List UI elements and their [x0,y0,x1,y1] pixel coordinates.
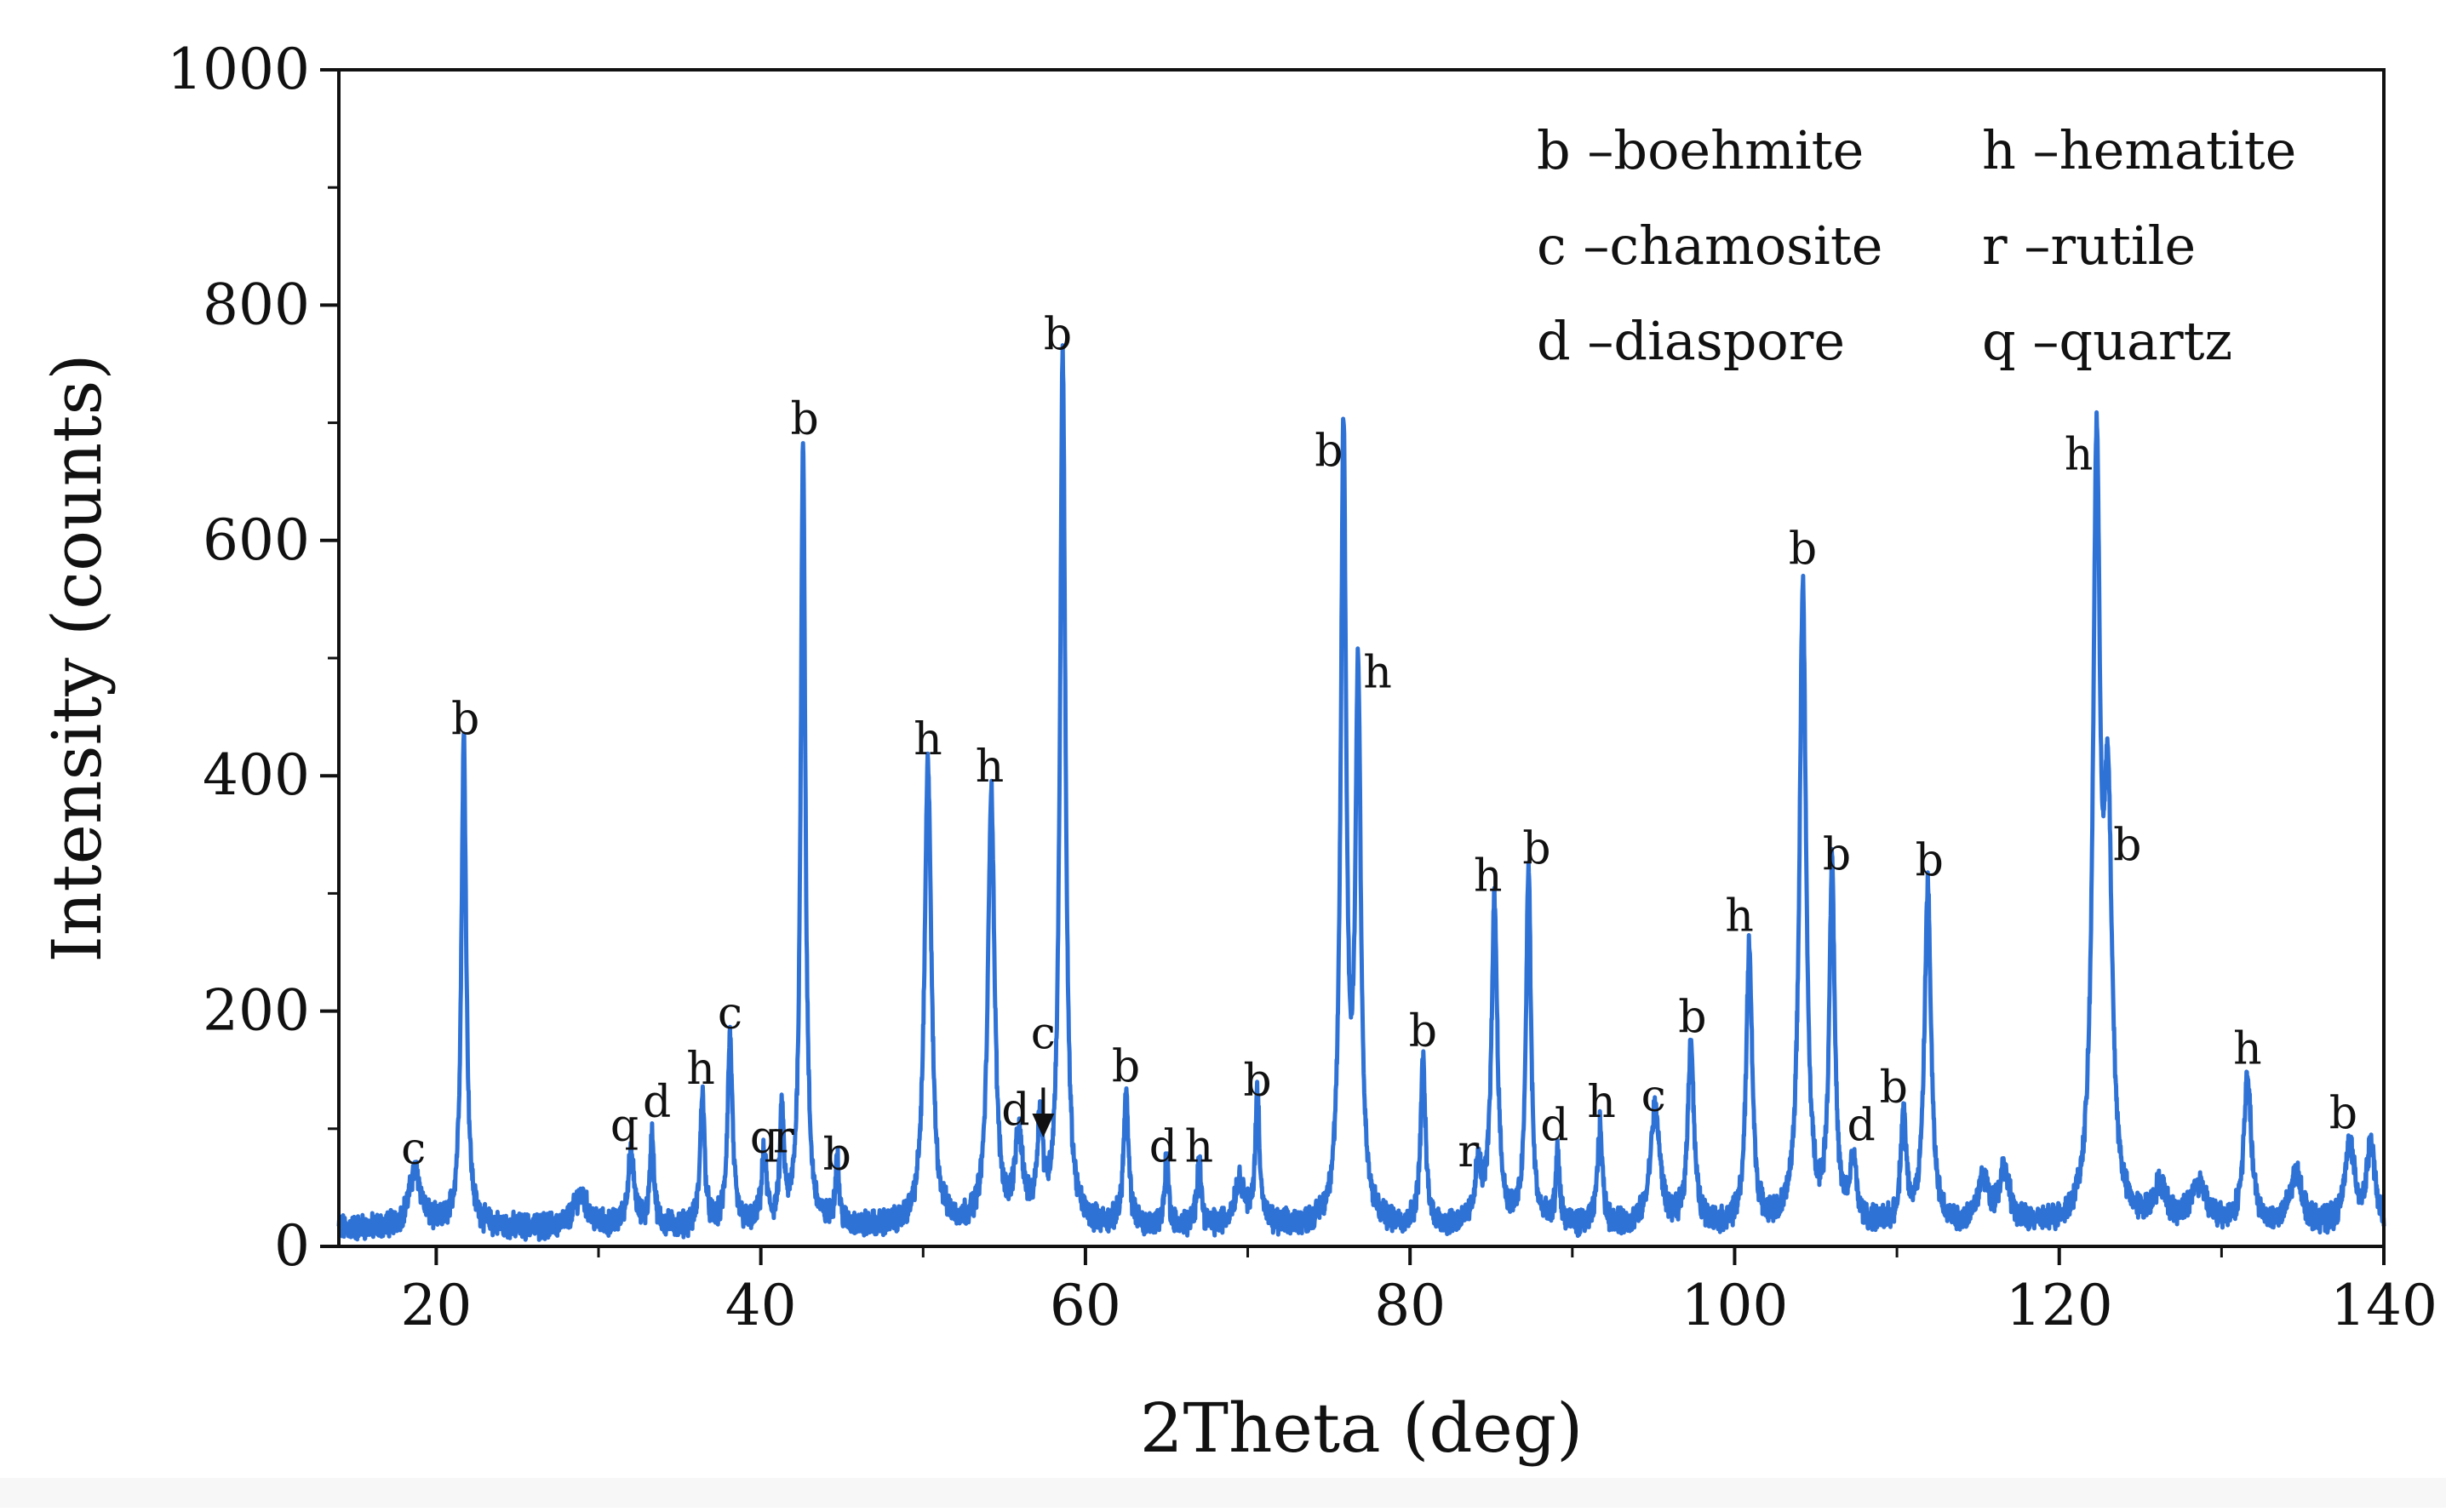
peak-label: c [718,988,742,1040]
peak-label: b [1678,992,1706,1043]
peak-label: r [1458,1126,1479,1177]
peak-label: h [2065,430,2094,481]
legend-entry-boehmite: b –boehmite [1537,119,1864,181]
legend-entry-rutile: r –rutile [1982,215,2196,277]
peak-label: h [914,714,942,765]
peak-label: b [1916,835,1944,886]
series-line-xrd [336,343,2386,1242]
x-tick-label: 40 [725,1273,797,1338]
peak-label: q [750,1112,778,1163]
peak-label: h [686,1044,715,1095]
plot-area [336,343,2386,1242]
peak-label: h [1185,1121,1214,1172]
peak-label: d [1847,1100,1876,1151]
y-tick-label: 600 [203,507,310,573]
peak-label: b [1789,524,1817,575]
peak-label: b [1823,830,1851,881]
peak-label: b [1522,824,1550,875]
peak-label: h [1587,1077,1616,1128]
peak-label: b [2113,821,2141,872]
x-tick-label: 20 [400,1273,472,1338]
peak-label: h [1725,891,1754,942]
peak-label: c [401,1124,426,1175]
x-tick-label: 60 [1050,1273,1121,1338]
peak-label: b [1409,1006,1437,1057]
peak-label: d [1540,1100,1568,1151]
peak-label: r [773,1112,794,1163]
peak-label: b [1112,1041,1140,1092]
y-axis-title: Intensity (counts) [37,353,117,962]
peak-label: h [1363,647,1392,698]
annotation-arrow-head [1032,1113,1055,1137]
legend-entry-hematite: h –hematite [1982,119,2296,181]
x-tick-label: 100 [1681,1273,1788,1338]
x-axis-title: 2Theta (deg) [1140,1389,1584,1468]
y-tick-label: 0 [274,1213,310,1279]
peak-label: q [610,1100,639,1151]
legend: b –boehmite h –hematite c –chamosite r –rut… [1537,119,2296,372]
peak-label: b [1315,427,1343,478]
peak-label: d [1149,1121,1177,1172]
peak-label: b [1880,1062,1908,1114]
peak-label: b [790,394,818,445]
axes: 20 40 60 80 100 120 140 0 200 400 600 800 1000 [167,37,2437,1338]
legend-entry-diaspore: d –diaspore [1537,310,1845,372]
bottom-strip [0,1478,2446,1508]
peak-label: h [1474,850,1503,902]
peak-label: b [2329,1089,2357,1140]
peak-label: b [1243,1056,1271,1107]
y-tick-label: 1000 [167,37,310,102]
y-tick-label: 200 [203,978,310,1044]
y-tick-label: 800 [203,272,310,337]
peak-label: d [643,1077,671,1128]
peak-label: b [1044,310,1072,361]
peak-label: c [1031,1009,1056,1060]
peak-label: c [1641,1071,1666,1122]
peak-label: b [823,1130,851,1181]
x-tick-label: 140 [2330,1273,2437,1338]
legend-entry-chamosite: c –chamosite [1537,215,1882,277]
peak-label: b [451,695,479,746]
legend-entry-quartz: q –quartz [1982,310,2232,372]
y-tick-label: 400 [203,742,310,808]
x-tick-label: 120 [2006,1273,2113,1338]
peak-label: h [2233,1024,2262,1075]
peak-label: h [976,742,1005,793]
x-tick-label: 80 [1374,1273,1446,1338]
peak-label: d [1001,1085,1029,1136]
